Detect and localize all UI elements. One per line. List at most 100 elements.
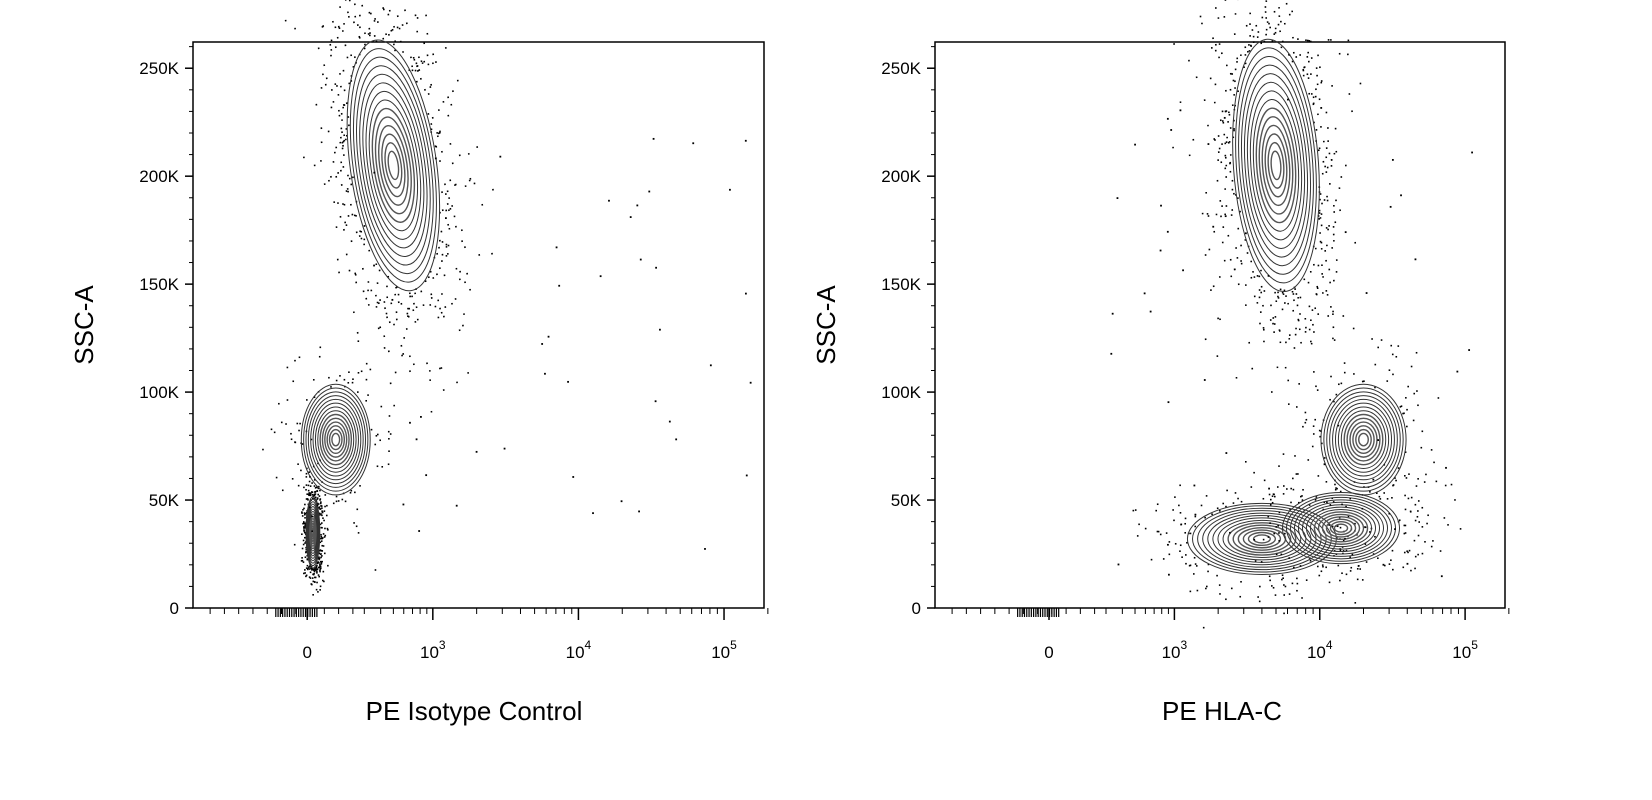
event-dot — [317, 487, 320, 490]
event-dot — [1445, 466, 1447, 469]
event-dot — [313, 396, 316, 399]
event-dot — [425, 474, 428, 477]
event-dot — [1407, 385, 1409, 388]
event-dot — [315, 103, 318, 106]
event-dot — [466, 272, 469, 275]
event-dot — [320, 533, 322, 536]
event-dot — [1280, 553, 1283, 556]
event-dot — [324, 83, 327, 86]
event-dot — [1274, 594, 1277, 596]
event-dot — [431, 62, 434, 65]
contour-line — [346, 39, 441, 292]
event-dot — [1299, 54, 1302, 56]
event-dot — [1314, 499, 1317, 501]
event-dot — [321, 544, 324, 547]
event-dot — [322, 579, 324, 582]
event-dot — [1402, 412, 1404, 415]
event-dot — [293, 543, 296, 546]
event-dot — [303, 507, 305, 510]
event-dot — [396, 15, 399, 18]
event-dot — [1288, 13, 1291, 16]
event-dot — [337, 500, 340, 502]
event-dot — [1409, 510, 1412, 513]
event-dot — [1305, 326, 1307, 329]
event-dot — [541, 343, 544, 345]
event-dot — [572, 476, 575, 478]
contour-line — [1285, 494, 1397, 562]
event-dot — [464, 246, 466, 249]
event-dot — [313, 572, 315, 575]
event-dot — [1225, 141, 1228, 143]
event-dot — [1322, 160, 1325, 163]
event-dot — [1321, 273, 1324, 275]
event-dot — [316, 581, 318, 584]
contour-line — [1238, 55, 1314, 275]
event-dot — [1111, 312, 1114, 315]
event-dot — [418, 69, 421, 71]
event-dot — [313, 568, 316, 570]
event-dot — [454, 298, 457, 300]
event-dot — [1327, 228, 1329, 231]
event-dot — [303, 486, 305, 489]
contour-line — [326, 425, 346, 455]
event-dot — [407, 307, 409, 310]
event-dot — [1275, 526, 1278, 528]
event-dot — [306, 564, 309, 567]
event-dot — [286, 366, 289, 369]
event-dot — [1404, 508, 1407, 511]
event-dot — [344, 138, 347, 141]
event-dot — [444, 193, 447, 195]
event-dot — [1265, 33, 1267, 36]
event-dot — [397, 293, 400, 296]
event-dot — [1408, 549, 1411, 552]
event-dot — [1395, 479, 1397, 482]
event-dot — [1430, 449, 1433, 451]
event-dot — [458, 278, 461, 281]
event-dot — [1283, 289, 1286, 292]
event-dot — [1294, 288, 1296, 290]
event-dot — [400, 302, 403, 305]
event-dot — [292, 380, 295, 383]
event-dot — [1317, 149, 1320, 152]
contour-line — [381, 133, 406, 198]
event-dot — [1262, 326, 1265, 329]
event-dot — [1138, 523, 1140, 526]
event-dot — [395, 318, 398, 321]
event-dot — [383, 347, 386, 349]
event-dot — [1318, 98, 1321, 101]
x-tick-label: 0 — [302, 643, 311, 662]
event-dot — [1342, 315, 1345, 317]
contour-line — [1309, 509, 1373, 548]
event-dot — [1308, 40, 1311, 42]
event-dot — [1315, 293, 1318, 296]
event-dot — [1343, 371, 1346, 374]
event-dot — [1339, 549, 1342, 552]
event-dot — [330, 48, 333, 51]
event-dot — [1295, 327, 1297, 330]
contour-line — [1297, 501, 1385, 555]
event-dot — [1244, 284, 1247, 286]
event-dot — [1192, 138, 1195, 141]
event-dot — [317, 507, 320, 509]
event-dot — [443, 274, 446, 277]
event-dot — [345, 253, 348, 256]
event-dot — [1333, 211, 1336, 213]
contour-line — [1305, 506, 1377, 550]
event-dot — [445, 254, 448, 257]
event-dot — [320, 561, 323, 563]
event-dot — [404, 9, 406, 12]
event-dot — [388, 321, 391, 324]
contour-line — [1252, 534, 1271, 544]
event-dot — [1415, 351, 1418, 354]
event-dot — [402, 51, 404, 53]
event-dot — [445, 209, 448, 212]
event-dot — [406, 312, 409, 315]
event-dot — [1189, 564, 1192, 567]
event-dot — [1265, 28, 1268, 31]
event-dot — [629, 216, 632, 218]
event-dot — [320, 141, 323, 144]
event-dot — [1251, 29, 1254, 31]
event-dot — [327, 130, 330, 133]
event-dot — [1363, 380, 1365, 383]
event-dot — [1144, 527, 1147, 530]
